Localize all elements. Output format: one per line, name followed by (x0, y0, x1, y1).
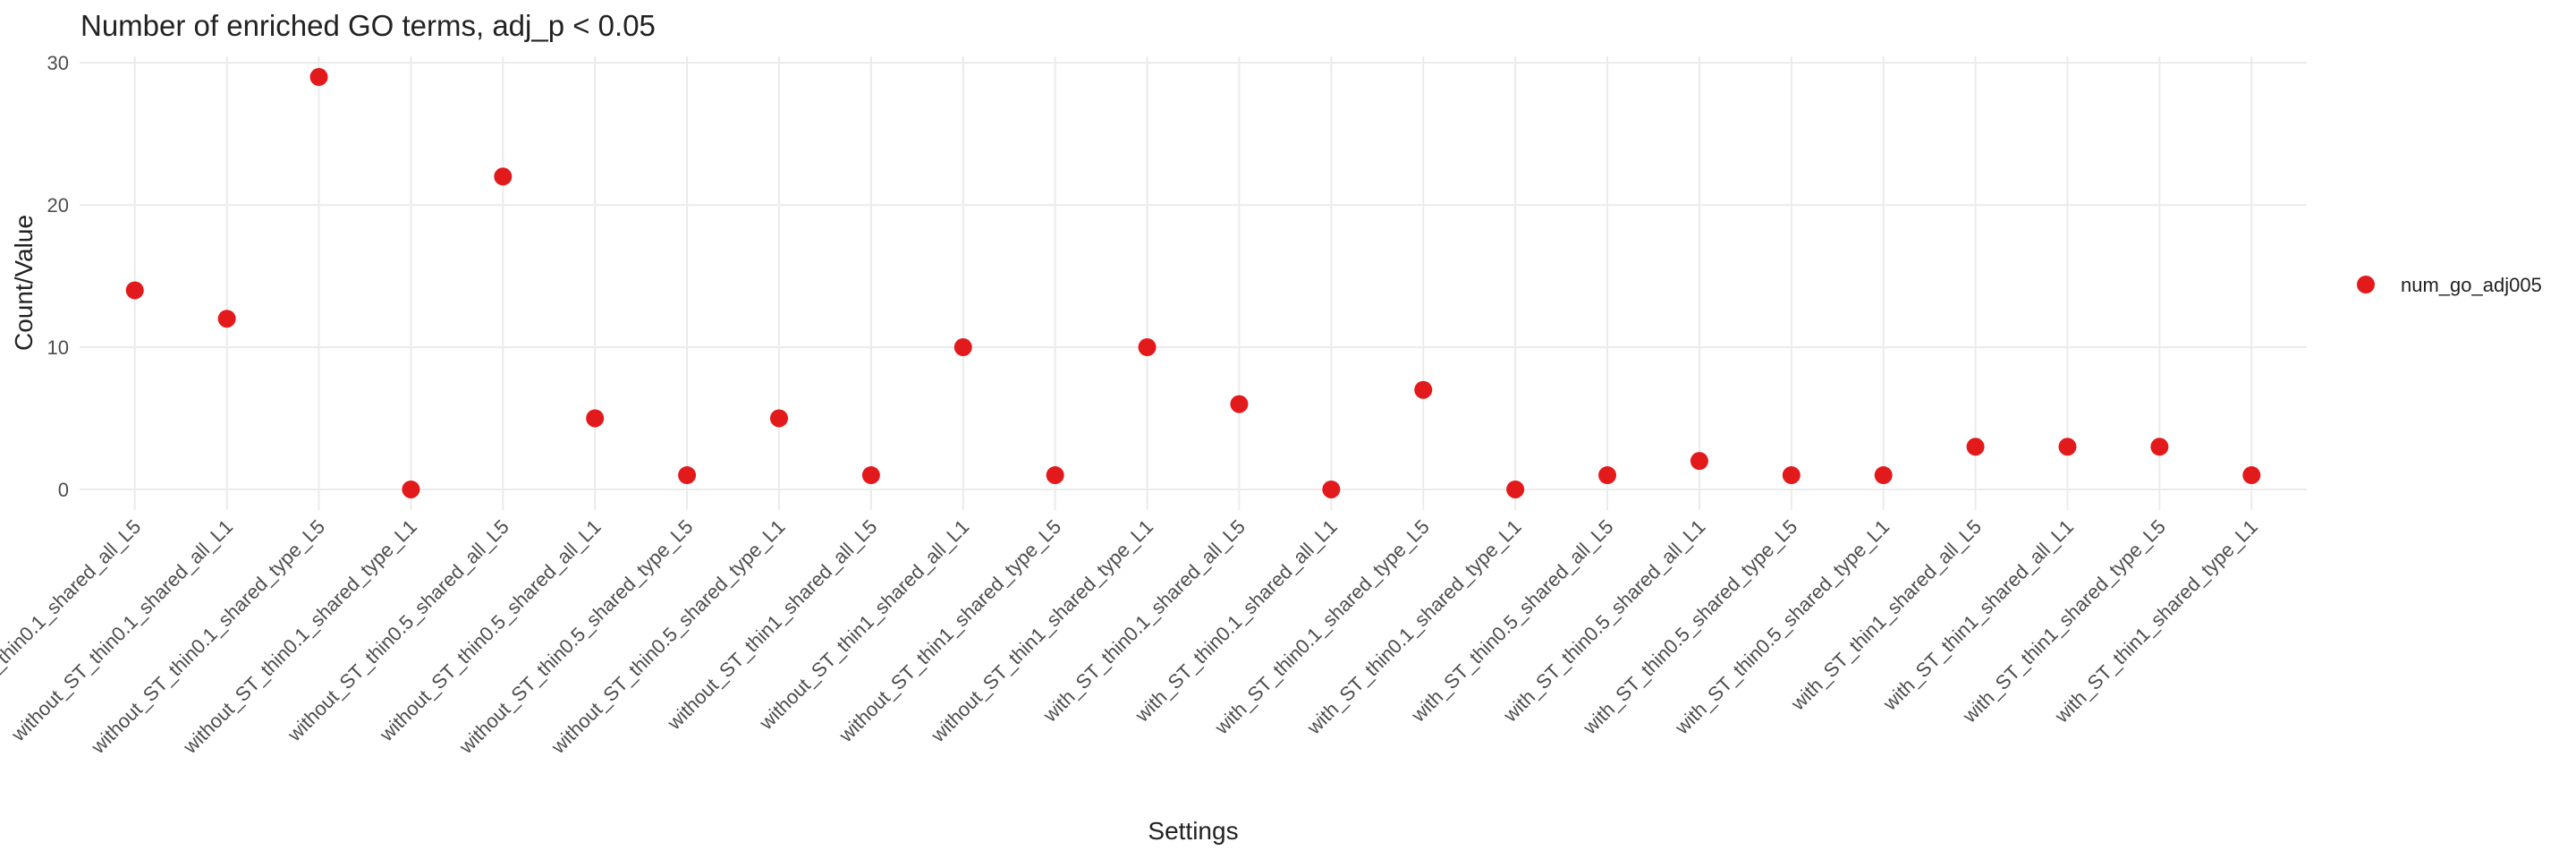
point (2242, 466, 2261, 485)
x-tick-label: with_ST_thin1_shared_all_L5 (1786, 515, 1986, 715)
point (1782, 466, 1801, 485)
point (678, 466, 697, 485)
point (1506, 480, 1525, 498)
point (1874, 466, 1893, 485)
legend-key (2357, 276, 2375, 293)
chart-title: Number of enriched GO terms, adj_p < 0.0… (80, 9, 656, 42)
point (1598, 466, 1617, 485)
point (769, 409, 788, 428)
point (953, 338, 972, 357)
x-tick-label: with_ST_thin0.1_shared_all_L1 (1131, 515, 1342, 727)
point (402, 480, 420, 498)
x-tick-label: with_ST_thin0.1_shared_all_L5 (1038, 515, 1250, 727)
x-axis-title: Settings (1148, 817, 1238, 845)
x-tick-label: with_ST_thin1_shared_all_L1 (1878, 515, 2078, 715)
point (1046, 466, 1064, 485)
point (1414, 380, 1433, 399)
point (1690, 452, 1708, 471)
x-tick-label: with_ST_thin0.5_shared_all_L1 (1498, 515, 1709, 727)
point (2058, 438, 2077, 456)
y-axis-title: Count/Value (10, 215, 38, 351)
y-tick-label: 10 (47, 336, 69, 359)
x-tick-label: with_ST_thin1_shared_type_L5 (1958, 515, 2170, 727)
point (494, 167, 513, 186)
point (309, 68, 328, 87)
x-tick-label: with_ST_thin1_shared_type_L1 (2050, 515, 2262, 727)
y-tick-label: 0 (58, 479, 69, 501)
point (125, 281, 144, 300)
y-tick-label: 30 (47, 52, 69, 74)
point (861, 466, 880, 485)
y-tick-label: 20 (47, 194, 69, 217)
point (217, 310, 236, 328)
point (1322, 480, 1341, 498)
point (1966, 438, 1985, 456)
legend-label: num_go_adj005 (2401, 274, 2542, 296)
point (1138, 338, 1157, 357)
point (586, 409, 605, 428)
x-tick-label: with_ST_thin0.5_shared_all_L5 (1406, 515, 1617, 727)
point (1230, 395, 1249, 413)
point (2150, 438, 2169, 456)
